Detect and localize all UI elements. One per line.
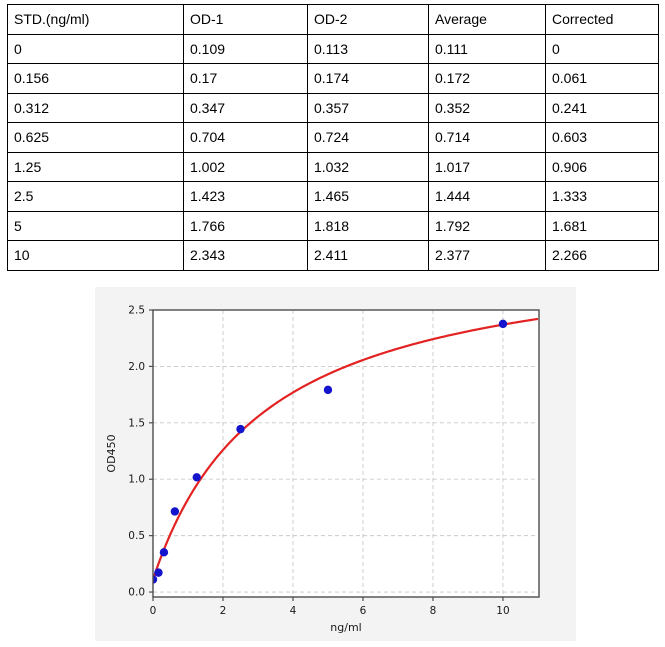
y-tick-label: 0.5 (128, 530, 145, 542)
table-row: 5 1.766 1.818 1.792 1.681 (7, 210, 659, 241)
table-cell: 0.704 (183, 122, 308, 153)
y-tick-label: 2.0 (128, 361, 145, 373)
column-header: OD-1 (183, 4, 308, 35)
table-cell: 0 (7, 33, 184, 64)
table-cell: 1.465 (307, 181, 429, 212)
table-row: 0.156 0.17 0.174 0.172 0.061 (7, 63, 659, 94)
table-cell: 0.17 (183, 63, 308, 94)
table-cell: 5 (7, 210, 184, 241)
table-cell: 1.681 (545, 210, 659, 241)
table-row: 0.625 0.704 0.724 0.714 0.603 (7, 122, 659, 153)
data-point (153, 575, 158, 584)
data-point (154, 568, 163, 577)
table-cell: 0.312 (7, 92, 184, 123)
table-cell: 2.343 (183, 240, 308, 271)
header-row: STD.(ng/ml) OD-1 OD-2 Average Corrected (7, 4, 659, 35)
x-tick-label: 6 (360, 605, 367, 617)
table-cell: 10 (7, 240, 184, 271)
data-point (498, 319, 508, 329)
y-tick-label: 2.5 (128, 305, 145, 317)
table-cell: 0.156 (7, 63, 184, 94)
x-tick-label: 2 (220, 605, 227, 617)
data-point (170, 507, 180, 516)
y-tick-label: 1.5 (128, 417, 145, 429)
table-row: 2.5 1.423 1.465 1.444 1.333 (7, 181, 659, 212)
standards-table: STD.(ng/ml) OD-1 OD-2 Average Corrected 0 0.1… (7, 4, 659, 271)
fit-curve (153, 317, 539, 580)
table-cell: 0.172 (428, 63, 546, 94)
y-tick-label: 1.0 (128, 474, 145, 486)
data-point (323, 385, 333, 395)
standard-curve-chart: 0 2 4 6 8 10 0.0 0.5 1.0 1.5 2.0 2.5 ng/ml OD450 (105, 305, 540, 634)
column-header: OD-2 (307, 4, 429, 35)
y-axis-label: OD450 (105, 434, 118, 472)
y-tick-label: 0.0 (128, 587, 145, 599)
table-row: 0 0.109 0.113 0.111 0 (7, 33, 659, 64)
data-point (159, 548, 169, 557)
table-cell: 0.906 (545, 151, 659, 182)
plot-border (152, 309, 540, 598)
table-cell: 1.017 (428, 151, 546, 182)
table-cell: 1.792 (428, 210, 546, 241)
x-tick-label: 10 (496, 605, 509, 617)
table-row: 1.25 1.002 1.032 1.017 0.906 (7, 151, 659, 182)
table-cell: 0.625 (7, 122, 184, 153)
table-cell: 0.109 (183, 33, 308, 64)
table-cell: 1.002 (183, 151, 308, 182)
table-cell: 2.5 (7, 181, 184, 212)
table-row: 10 2.343 2.411 2.377 2.266 (7, 240, 659, 271)
table-cell: 1.766 (183, 210, 308, 241)
table-row: 0.312 0.347 0.357 0.352 0.241 (7, 92, 659, 123)
column-header: STD.(ng/ml) (7, 4, 184, 35)
standard-curve-figure: 0 2 4 6 8 10 0.0 0.5 1.0 1.5 2.0 2.5 ng/ml OD450 (95, 287, 576, 641)
data-point (192, 473, 201, 482)
table-cell: 0.352 (428, 92, 546, 123)
table-cell: 0.241 (545, 92, 659, 123)
table-cell: 2.377 (428, 240, 546, 271)
x-tick-label: 4 (290, 605, 297, 617)
x-axis-label: ng/ml (330, 621, 361, 634)
x-tick-label: 0 (150, 605, 157, 617)
table-cell: 0.603 (545, 122, 659, 153)
table-cell: 0.061 (545, 63, 659, 94)
table-cell: 0.347 (183, 92, 308, 123)
data-point (236, 424, 245, 434)
table-cell: 0 (545, 33, 659, 64)
x-tick-label: 8 (430, 605, 437, 617)
plot-area (153, 310, 539, 597)
table-cell: 0.714 (428, 122, 546, 153)
table-cell: 1.444 (428, 181, 546, 212)
table-cell: 0.111 (428, 33, 546, 64)
table-cell: 1.818 (307, 210, 429, 241)
table-header: STD.(ng/ml) OD-1 OD-2 Average Corrected (7, 4, 659, 35)
table-cell: 0.357 (307, 92, 429, 123)
table-cell: 1.032 (307, 151, 429, 182)
table-cell: 1.25 (7, 151, 184, 182)
column-header: Average (428, 4, 546, 35)
table-cell: 0.724 (307, 122, 429, 153)
table-cell: 0.174 (307, 63, 429, 94)
table-cell: 2.411 (307, 240, 429, 271)
table-cell: 0.113 (307, 33, 429, 64)
table-cell: 2.266 (545, 240, 659, 271)
table-cell: 1.423 (183, 181, 308, 212)
table-cell: 1.333 (545, 181, 659, 212)
column-header: Corrected (545, 4, 659, 35)
